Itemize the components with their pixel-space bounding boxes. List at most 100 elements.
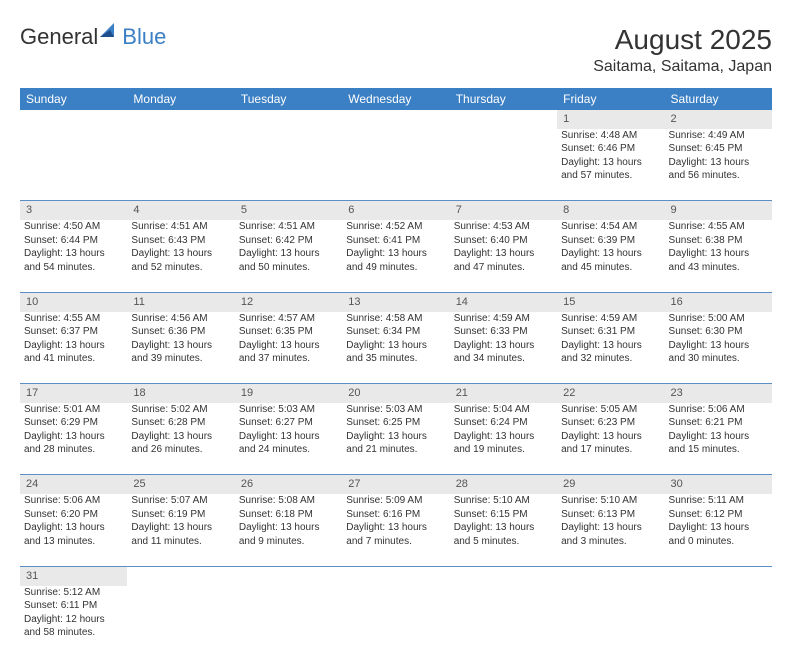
- daylight-text: Daylight: 13 hours and 34 minutes.: [454, 339, 553, 366]
- day-number: [127, 566, 234, 585]
- page-title: August 2025: [593, 24, 772, 56]
- day-number-row: 3456789: [20, 201, 772, 220]
- sunrise-text: Sunrise: 5:10 AM: [454, 494, 553, 508]
- sunset-text: Sunset: 6:42 PM: [239, 234, 338, 248]
- day-cell: Sunrise: 4:59 AMSunset: 6:33 PMDaylight:…: [450, 312, 557, 384]
- day-number: 22: [557, 384, 664, 403]
- day-number: 11: [127, 292, 234, 311]
- day-cell: Sunrise: 4:55 AMSunset: 6:38 PMDaylight:…: [665, 220, 772, 292]
- day-number: 17: [20, 384, 127, 403]
- sunset-text: Sunset: 6:23 PM: [561, 416, 660, 430]
- sunrise-text: Sunrise: 4:59 AM: [561, 312, 660, 326]
- day-number: 28: [450, 475, 557, 494]
- day-cell: [450, 586, 557, 658]
- day-cell: Sunrise: 4:59 AMSunset: 6:31 PMDaylight:…: [557, 312, 664, 384]
- sunset-text: Sunset: 6:39 PM: [561, 234, 660, 248]
- day-cell: Sunrise: 4:55 AMSunset: 6:37 PMDaylight:…: [20, 312, 127, 384]
- header: General Blue August 2025 Saitama, Saitam…: [20, 24, 772, 76]
- sunset-text: Sunset: 6:19 PM: [131, 508, 230, 522]
- day-cell: Sunrise: 4:53 AMSunset: 6:40 PMDaylight:…: [450, 220, 557, 292]
- daylight-text: Daylight: 12 hours and 58 minutes.: [24, 613, 123, 640]
- day-number: 24: [20, 475, 127, 494]
- sunrise-text: Sunrise: 5:05 AM: [561, 403, 660, 417]
- daylight-text: Daylight: 13 hours and 11 minutes.: [131, 521, 230, 548]
- day-number: [235, 110, 342, 129]
- day-number: 31: [20, 566, 127, 585]
- daylight-text: Daylight: 13 hours and 43 minutes.: [669, 247, 768, 274]
- day-number-row: 12: [20, 110, 772, 129]
- day-number: 4: [127, 201, 234, 220]
- day-details: Sunrise: 5:10 AMSunset: 6:13 PMDaylight:…: [561, 494, 660, 548]
- sunrise-text: Sunrise: 4:55 AM: [669, 220, 768, 234]
- sunrise-text: Sunrise: 4:54 AM: [561, 220, 660, 234]
- day-number: 25: [127, 475, 234, 494]
- sunrise-text: Sunrise: 4:58 AM: [346, 312, 445, 326]
- sunset-text: Sunset: 6:25 PM: [346, 416, 445, 430]
- day-number: [127, 110, 234, 129]
- sunrise-text: Sunrise: 4:50 AM: [24, 220, 123, 234]
- daylight-text: Daylight: 13 hours and 45 minutes.: [561, 247, 660, 274]
- day-number: 10: [20, 292, 127, 311]
- day-details: Sunrise: 5:04 AMSunset: 6:24 PMDaylight:…: [454, 403, 553, 457]
- day-number: 12: [235, 292, 342, 311]
- sunset-text: Sunset: 6:12 PM: [669, 508, 768, 522]
- day-details: Sunrise: 5:06 AMSunset: 6:21 PMDaylight:…: [669, 403, 768, 457]
- day-details: Sunrise: 4:53 AMSunset: 6:40 PMDaylight:…: [454, 220, 553, 274]
- sunrise-text: Sunrise: 5:08 AM: [239, 494, 338, 508]
- sunrise-text: Sunrise: 5:07 AM: [131, 494, 230, 508]
- daylight-text: Daylight: 13 hours and 39 minutes.: [131, 339, 230, 366]
- sunrise-text: Sunrise: 4:57 AM: [239, 312, 338, 326]
- day-details: Sunrise: 4:50 AMSunset: 6:44 PMDaylight:…: [24, 220, 123, 274]
- daylight-text: Daylight: 13 hours and 41 minutes.: [24, 339, 123, 366]
- sunrise-text: Sunrise: 4:49 AM: [669, 129, 768, 143]
- day-number-row: 31: [20, 566, 772, 585]
- daylight-text: Daylight: 13 hours and 5 minutes.: [454, 521, 553, 548]
- day-cell: [342, 586, 449, 658]
- location-text: Saitama, Saitama, Japan: [593, 58, 772, 76]
- daylight-text: Daylight: 13 hours and 49 minutes.: [346, 247, 445, 274]
- day-details: Sunrise: 5:05 AMSunset: 6:23 PMDaylight:…: [561, 403, 660, 457]
- weekday-header: Monday: [127, 88, 234, 110]
- sunrise-text: Sunrise: 5:03 AM: [346, 403, 445, 417]
- sunrise-text: Sunrise: 4:53 AM: [454, 220, 553, 234]
- day-details: Sunrise: 4:55 AMSunset: 6:38 PMDaylight:…: [669, 220, 768, 274]
- daylight-text: Daylight: 13 hours and 9 minutes.: [239, 521, 338, 548]
- day-number: 8: [557, 201, 664, 220]
- daylight-text: Daylight: 13 hours and 50 minutes.: [239, 247, 338, 274]
- sunset-text: Sunset: 6:27 PM: [239, 416, 338, 430]
- sunrise-text: Sunrise: 4:56 AM: [131, 312, 230, 326]
- logo-sail-icon: [100, 23, 120, 39]
- day-cell: Sunrise: 5:10 AMSunset: 6:13 PMDaylight:…: [557, 494, 664, 566]
- day-details: Sunrise: 4:48 AMSunset: 6:46 PMDaylight:…: [561, 129, 660, 183]
- day-details: Sunrise: 4:56 AMSunset: 6:36 PMDaylight:…: [131, 312, 230, 366]
- day-number: [20, 110, 127, 129]
- daylight-text: Daylight: 13 hours and 15 minutes.: [669, 430, 768, 457]
- sunset-text: Sunset: 6:30 PM: [669, 325, 768, 339]
- logo-text-blue: Blue: [122, 24, 166, 50]
- day-details: Sunrise: 5:10 AMSunset: 6:15 PMDaylight:…: [454, 494, 553, 548]
- sunrise-text: Sunrise: 5:10 AM: [561, 494, 660, 508]
- day-number: 26: [235, 475, 342, 494]
- sunset-text: Sunset: 6:46 PM: [561, 142, 660, 156]
- day-number: 6: [342, 201, 449, 220]
- day-details: Sunrise: 4:49 AMSunset: 6:45 PMDaylight:…: [669, 129, 768, 183]
- day-number-row: 10111213141516: [20, 292, 772, 311]
- sunrise-text: Sunrise: 5:06 AM: [669, 403, 768, 417]
- weekday-header: Saturday: [665, 88, 772, 110]
- day-detail-row: Sunrise: 5:06 AMSunset: 6:20 PMDaylight:…: [20, 494, 772, 566]
- daylight-text: Daylight: 13 hours and 52 minutes.: [131, 247, 230, 274]
- sunset-text: Sunset: 6:15 PM: [454, 508, 553, 522]
- sunset-text: Sunset: 6:31 PM: [561, 325, 660, 339]
- day-details: Sunrise: 4:51 AMSunset: 6:43 PMDaylight:…: [131, 220, 230, 274]
- daylight-text: Daylight: 13 hours and 21 minutes.: [346, 430, 445, 457]
- day-number: 29: [557, 475, 664, 494]
- day-number: 13: [342, 292, 449, 311]
- sunrise-text: Sunrise: 4:59 AM: [454, 312, 553, 326]
- sunset-text: Sunset: 6:20 PM: [24, 508, 123, 522]
- day-number: 20: [342, 384, 449, 403]
- day-detail-row: Sunrise: 5:12 AMSunset: 6:11 PMDaylight:…: [20, 586, 772, 658]
- day-cell: Sunrise: 5:00 AMSunset: 6:30 PMDaylight:…: [665, 312, 772, 384]
- sunrise-text: Sunrise: 5:12 AM: [24, 586, 123, 600]
- daylight-text: Daylight: 13 hours and 3 minutes.: [561, 521, 660, 548]
- sunset-text: Sunset: 6:11 PM: [24, 599, 123, 613]
